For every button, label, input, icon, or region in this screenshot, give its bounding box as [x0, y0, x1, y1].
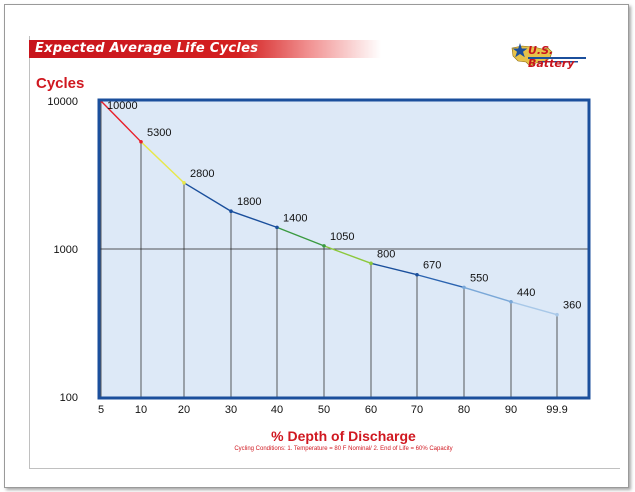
data-label: 800: [377, 248, 395, 260]
x-axis-label-text: % Depth of Discharge: [271, 428, 416, 444]
series-line-segment: [370, 262, 418, 276]
data-point: [322, 244, 326, 248]
plot-border: [97, 98, 591, 400]
x-axis-label: % Depth of Discharge: [0, 428, 635, 444]
x-tick-label: 90: [505, 404, 517, 416]
data-label: 1400: [283, 212, 307, 224]
series-line-segment: [183, 182, 232, 212]
cycling-conditions-note: Cycling Conditions: 1. Temperature = 80 …: [0, 446, 635, 452]
x-tick-label: 20: [178, 404, 190, 416]
data-label: 5300: [147, 127, 171, 139]
data-point: [139, 140, 143, 144]
x-tick-label: 30: [225, 404, 237, 416]
data-label: 1050: [330, 231, 354, 243]
x-tick-label: 50: [318, 404, 330, 416]
x-tick-label: 80: [458, 404, 470, 416]
x-tick-label: 10: [135, 404, 147, 416]
data-label: 10000: [107, 100, 138, 112]
us-map-star-icon: [511, 43, 586, 67]
cycling-conditions-text: Cycling Conditions: 1. Temperature = 80 …: [234, 446, 453, 452]
x-tick-label: 99.9: [546, 404, 567, 416]
logo-text: U.S. Battery: [528, 44, 575, 70]
series-line-segment: [510, 301, 558, 316]
series-line-segment: [100, 100, 142, 143]
y-tick-label: 10000: [47, 96, 78, 108]
data-point: [182, 181, 186, 185]
x-tick-label: 5: [98, 404, 104, 416]
data-label: 670: [423, 260, 441, 272]
y-axis-label: Cycles: [36, 75, 85, 92]
data-point: [229, 209, 233, 214]
data-point: [555, 312, 559, 317]
series-line-segment: [416, 274, 465, 289]
data-label: 440: [517, 287, 535, 299]
x-tick-label: 60: [365, 404, 377, 416]
data-label: 2800: [190, 168, 214, 180]
series-line-segment: [230, 210, 278, 229]
slide-inner-border: [29, 36, 620, 469]
data-point: [275, 225, 279, 230]
series-line-segment: [323, 245, 372, 264]
y-tick-label: 1000: [54, 244, 78, 256]
data-label: 550: [470, 272, 488, 284]
data-label: 1800: [237, 196, 261, 208]
series-line-segment: [276, 226, 325, 247]
data-point: [509, 299, 513, 304]
data-point: [369, 261, 373, 266]
x-tick-label: 70: [411, 404, 423, 416]
data-point: [462, 285, 466, 290]
x-tick-label: 40: [271, 404, 283, 416]
title-banner: Expected Average Life Cycles: [29, 40, 381, 58]
data-point: [415, 272, 419, 277]
banner-title: Expected Average Life Cycles: [35, 41, 259, 56]
y-tick-label: 100: [60, 392, 78, 404]
company-logo: U.S. Battery: [508, 40, 592, 70]
data-label: 360: [563, 300, 581, 312]
series-line-segment: [463, 286, 512, 303]
series-line-segment: [140, 141, 185, 184]
